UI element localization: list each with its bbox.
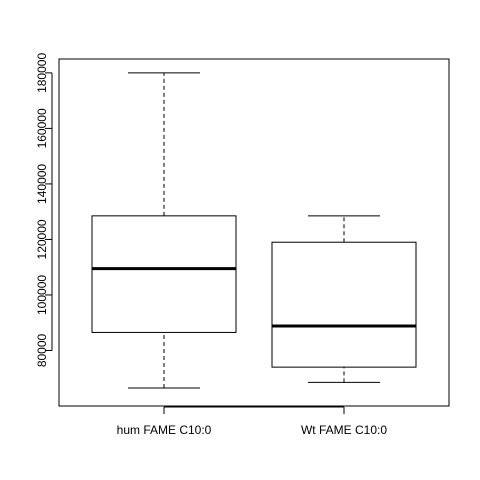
y-tick-label: 120000 (35, 219, 49, 259)
plot-frame (58, 58, 450, 407)
y-tick-label: 80000 (35, 333, 49, 367)
boxes-layer (91, 72, 417, 389)
y-tick-label: 100000 (35, 275, 49, 315)
y-tick-label: 160000 (35, 108, 49, 148)
x-tick-label: hum FAME C10:0 (117, 423, 212, 437)
box-2 (271, 215, 417, 383)
y-tick-label: 140000 (35, 164, 49, 204)
box-1 (91, 72, 237, 389)
x-tick-label: Wt FAME C10:0 (301, 423, 387, 437)
box-rect (91, 215, 237, 333)
y-axis: 80000 100000 120000 140000 160000 180000 (35, 53, 53, 367)
y-tick-label: 180000 (35, 53, 49, 93)
box-rect (271, 241, 417, 368)
x-axis: hum FAME C10:0 Wt FAME C10:0 (117, 406, 387, 437)
